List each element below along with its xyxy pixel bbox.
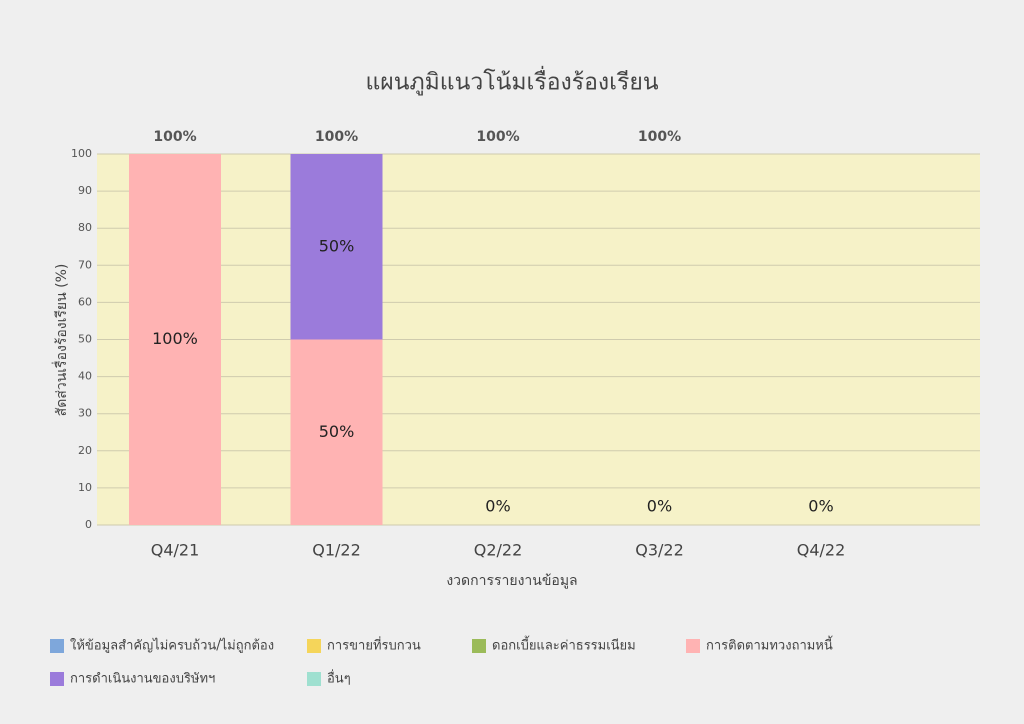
legend-label: ให้ข้อมูลสำคัญไม่ครบถ้วน/ไม่ถูกต้อง xyxy=(70,638,274,654)
x-tick-label: Q4/22 xyxy=(797,541,846,560)
y-axis-label: สัดส่วนเรื่องร้องเรียน (%) xyxy=(52,264,70,417)
legend-swatch xyxy=(50,639,64,653)
y-tick-label: 0 xyxy=(85,518,92,531)
chart-title: แผนภูมิแนวโน้มเรื่องร้องเรียน xyxy=(365,66,658,96)
total-label: 100% xyxy=(638,129,681,145)
y-tick-label: 100 xyxy=(71,147,92,160)
legend-swatch xyxy=(686,639,700,653)
x-tick-label: Q3/22 xyxy=(635,541,684,560)
bar-segment xyxy=(290,339,383,525)
legend-label: การขายที่รบกวน xyxy=(327,637,421,654)
legend-swatch xyxy=(307,639,321,653)
legend-label: การดำเนินงานของบริษัทฯ xyxy=(70,672,215,687)
legend-label: การติดตามทวงถามหนี้ xyxy=(706,636,833,654)
y-tick-label: 50 xyxy=(78,333,92,346)
y-tick-label: 80 xyxy=(78,221,92,234)
legend-swatch xyxy=(50,672,64,686)
data-label: 100% xyxy=(152,329,198,348)
legend-label: ดอกเบี้ยและค่าธรรมเนียม xyxy=(492,636,636,654)
x-tick-label: Q1/22 xyxy=(312,541,361,560)
y-tick-label: 60 xyxy=(78,295,92,308)
data-label: 50% xyxy=(319,236,355,255)
total-label: 100% xyxy=(476,129,519,145)
x-axis-label: งวดการรายงานข้อมูล xyxy=(446,573,577,589)
legend-label: อื่นๆ xyxy=(327,670,351,687)
y-tick-label: 10 xyxy=(78,481,92,494)
bar-segment xyxy=(290,154,383,340)
data-label: 0% xyxy=(485,497,510,516)
y-tick-label: 90 xyxy=(78,184,92,197)
x-tick-label: Q4/21 xyxy=(151,541,200,560)
y-tick-label: 20 xyxy=(78,444,92,457)
x-tick-label: Q2/22 xyxy=(474,541,523,560)
total-label: 100% xyxy=(315,129,358,145)
legend-swatch xyxy=(307,672,321,686)
legend-swatch xyxy=(472,639,486,653)
data-label: 0% xyxy=(647,497,672,516)
y-tick-label: 70 xyxy=(78,258,92,271)
total-label: 100% xyxy=(153,129,196,145)
y-tick-label: 30 xyxy=(78,407,92,420)
data-label: 0% xyxy=(808,497,833,516)
bar-segment xyxy=(129,154,221,525)
y-tick-label: 40 xyxy=(78,370,92,383)
data-label: 50% xyxy=(319,422,355,441)
